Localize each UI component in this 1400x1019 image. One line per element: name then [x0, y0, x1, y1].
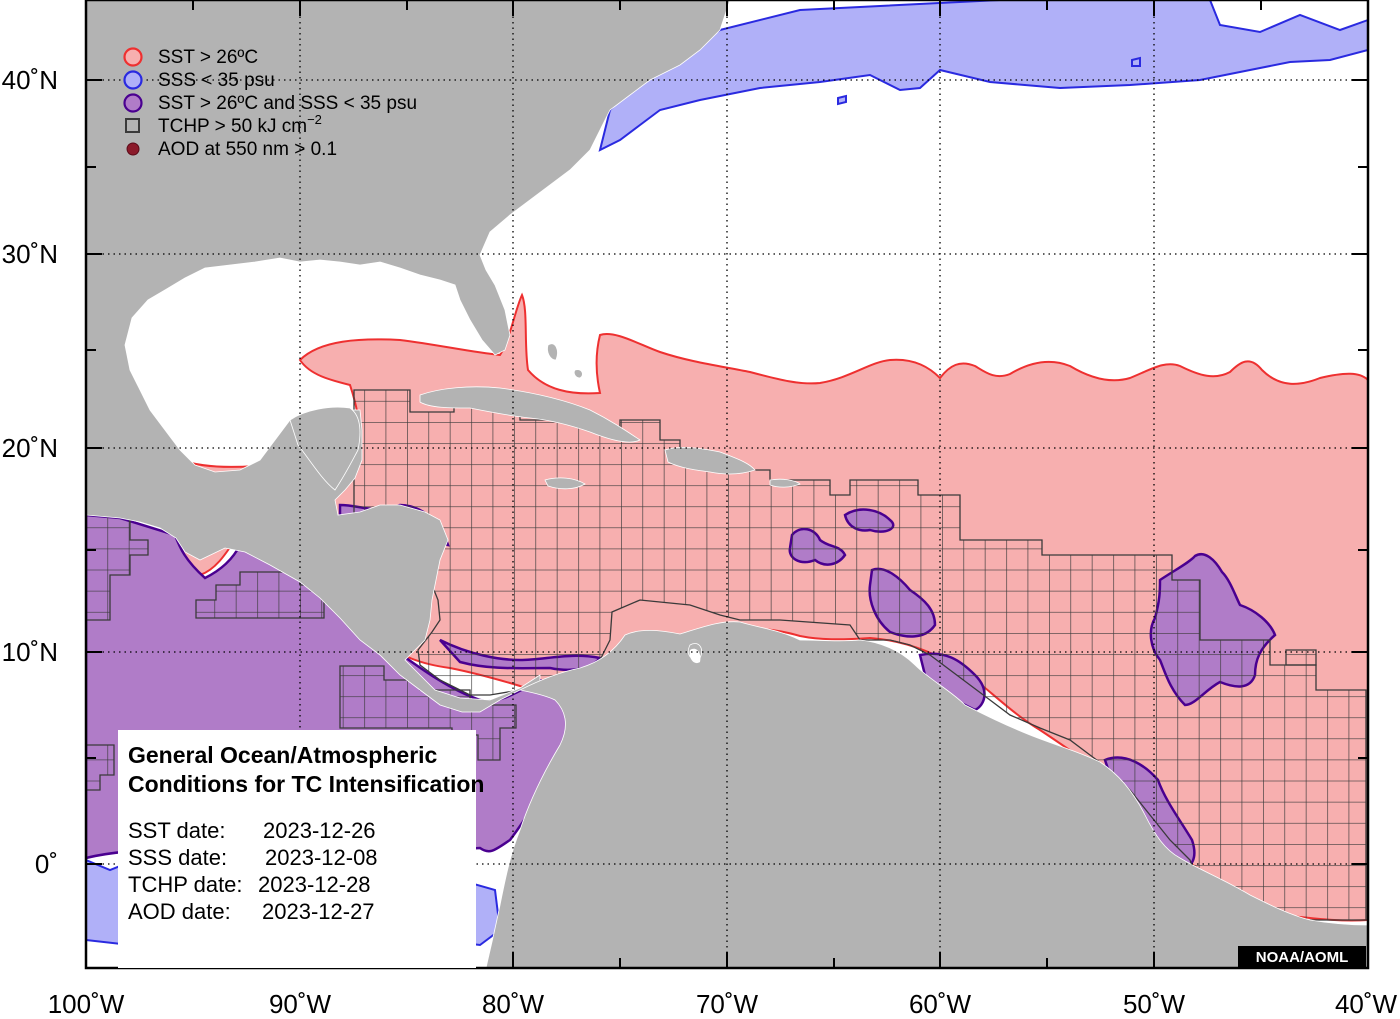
sss-region-north [598, 0, 1368, 152]
tchp-date-label: TCHP date: [128, 872, 243, 897]
lon-label-90w: 90˚W [269, 989, 332, 1019]
credit-badge: NOAA/AOML [1238, 946, 1366, 967]
lat-label-20n: 20˚N [2, 433, 58, 463]
legend-swatch-aod [126, 142, 140, 156]
land-jamaica [544, 477, 586, 490]
legend-label-tchp-sup: −2 [307, 112, 322, 127]
legend-swatch-sss [123, 70, 143, 90]
legend-swatch-sst [123, 47, 143, 67]
lon-label-40w: 40˚W [1335, 989, 1398, 1019]
land-south-america [485, 621, 1368, 968]
lat-label-0: 0˚ [35, 849, 58, 879]
sss-blob-north-1 [837, 94, 847, 106]
sst-date-label: SST date: [128, 818, 225, 843]
info-title-line1: General Ocean/Atmospheric [128, 742, 438, 768]
lon-label-80w: 80˚W [482, 989, 545, 1019]
land-bahamas-1 [547, 343, 558, 361]
latitude-labels: 40˚N 30˚N 20˚N 10˚N 0˚ [2, 65, 58, 879]
longitude-labels: 100˚W 90˚W 80˚W 70˚W 60˚W 50˚W 40˚W [48, 989, 1398, 1019]
legend-swatch-both [123, 93, 143, 113]
legend-label-both: SST > 26ºC and SSS < 35 psu [158, 93, 417, 114]
aod-date-label: AOD date: [128, 899, 231, 924]
tchp-grid-atlantic-east [1285, 649, 1317, 666]
aod-date-value: 2023-12-27 [262, 899, 375, 924]
info-box-background [118, 730, 476, 968]
tchp-grid-pacific-1 [86, 514, 149, 621]
legend-label-aod: AOD at 550 nm > 0.1 [158, 139, 337, 160]
graticule [86, 0, 1368, 968]
legend-label-sss: SSS < 35 psu [158, 70, 275, 91]
tchp-grid-pacific-4 [86, 744, 115, 791]
sss-blob-north-2 [1131, 56, 1141, 67]
info-title-line2: Conditions for TC Intensification [128, 771, 484, 797]
lat-label-10n: 10˚N [2, 637, 58, 667]
land-cuba [419, 386, 641, 443]
land-north-america [86, 0, 731, 713]
lon-label-60w: 60˚W [909, 989, 972, 1019]
tchp-date-value: 2023-12-28 [258, 872, 371, 897]
credit-background [1238, 946, 1366, 967]
lat-label-30n: 30˚N [2, 239, 58, 269]
legend: SST > 26ºC SSS < 35 psu SST > 26ºC and S… [123, 47, 417, 160]
sss-date-value: 2023-12-08 [265, 845, 378, 870]
land-bahamas-2 [573, 369, 583, 379]
info-box: General Ocean/Atmospheric Conditions for… [118, 730, 484, 968]
sss-date-label: SSS date: [128, 845, 227, 870]
lon-label-70w: 70˚W [696, 989, 759, 1019]
lat-label-40n: 40˚N [2, 65, 58, 95]
land-puerto-rico [769, 478, 801, 488]
land-hispaniola [664, 446, 756, 475]
lon-label-50w: 50˚W [1123, 989, 1186, 1019]
legend-swatch-tchp [125, 118, 140, 133]
credit-text: NOAA/AOML [1256, 949, 1349, 966]
legend-label-sst: SST > 26ºC [158, 47, 258, 68]
lon-label-100w: 100˚W [48, 989, 125, 1019]
land-yucatan [289, 406, 361, 491]
sst-date-value: 2023-12-26 [263, 818, 376, 843]
legend-label-tchp: TCHP > 50 kJ cm−2 [158, 112, 322, 137]
legend-label-tchp-main: TCHP > 50 kJ cm [158, 116, 307, 137]
